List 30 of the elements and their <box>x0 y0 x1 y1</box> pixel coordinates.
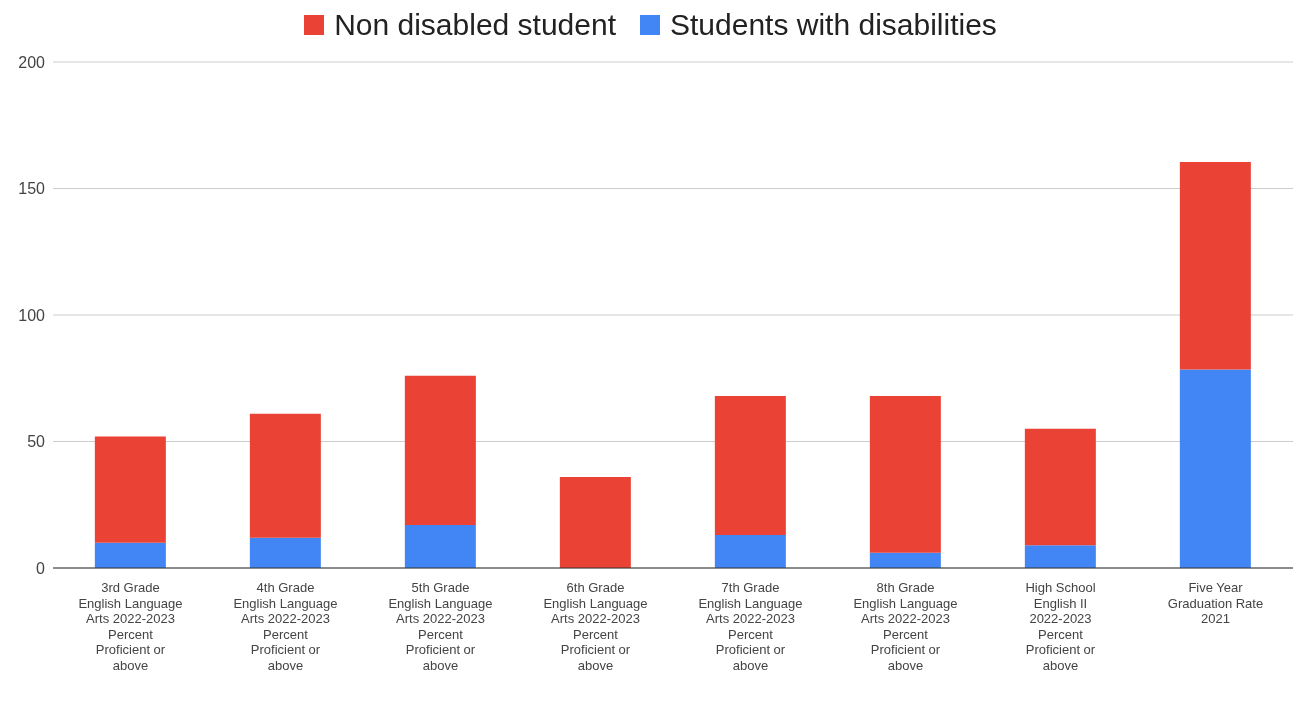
bar <box>1179 369 1251 568</box>
bar <box>1024 545 1096 568</box>
bar <box>559 476 631 568</box>
x-tick-label: High School English II 2022-2023 Percent Proficient or above <box>1025 580 1096 673</box>
bar <box>869 395 941 553</box>
legend-label: Students with disabilities <box>670 8 997 42</box>
y-tick-label: 150 <box>18 180 46 198</box>
bar <box>94 436 166 543</box>
bar <box>404 524 476 568</box>
x-tick-label: Five Year Graduation Rate 2021 <box>1167 580 1264 626</box>
bar <box>249 537 321 568</box>
y-tick-label: 50 <box>27 433 46 451</box>
x-tick-label: 4th Grade English Language Arts 2022-2023 Percent Proficient or above <box>233 580 338 673</box>
bar <box>1024 428 1096 546</box>
x-tick-label: 7th Grade English Language Arts 2022-2023 Percent Proficient or above <box>698 580 803 673</box>
x-tick-label: 8th Grade English Language Arts 2022-2023 Percent Proficient or above <box>853 580 958 673</box>
legend-label: Non disabled student <box>334 8 617 42</box>
x-tick-label: 6th Grade English Language Arts 2022-2023 Percent Proficient or above <box>543 580 648 673</box>
bar <box>714 535 786 568</box>
x-tick-label: 5th Grade English Language Arts 2022-2023 Percent Proficient or above <box>388 580 493 673</box>
bar <box>869 552 941 568</box>
bar <box>714 395 786 536</box>
y-tick-label: 200 <box>18 53 46 71</box>
y-tick-label: 0 <box>36 559 46 577</box>
bar <box>249 413 321 538</box>
bar <box>94 542 166 568</box>
y-tick-label: 100 <box>18 306 46 324</box>
bar <box>1179 161 1251 370</box>
x-tick-label: 3rd Grade English Language Arts 2022-2023 Percent Proficient or above <box>78 580 183 673</box>
bar <box>404 375 476 525</box>
